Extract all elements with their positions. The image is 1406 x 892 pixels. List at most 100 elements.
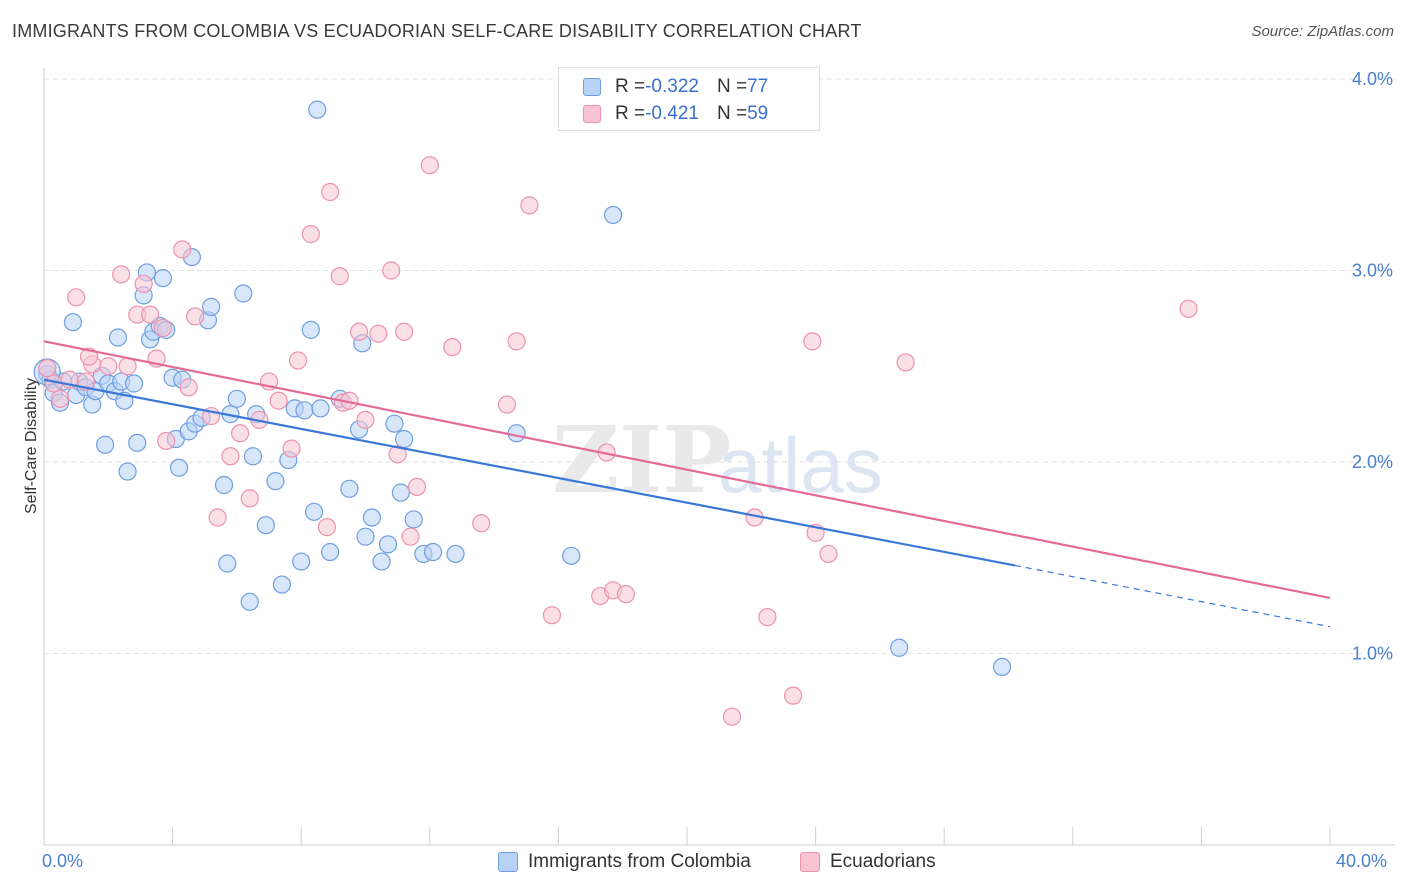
colombia-swatch: [583, 78, 601, 96]
legend-row-ecuadorians: R = -0.421 N = 59: [583, 102, 768, 126]
ecuadorian-point: [520, 196, 539, 215]
colombia-point: [295, 401, 314, 420]
ecuadorian-point: [269, 391, 288, 410]
legend-row-colombia: R = -0.322 N = 77: [583, 75, 768, 99]
grid-lines: [44, 78, 1395, 654]
ecuadorian-point: [443, 338, 462, 357]
ecuadorian-point: [186, 307, 205, 326]
colombia-point: [108, 328, 128, 347]
colombia-point: [256, 516, 275, 535]
colombia-point: [218, 554, 237, 573]
ecuadorian-point: [896, 353, 915, 372]
colombia-point: [385, 414, 404, 433]
ecuadorian-point: [497, 395, 517, 414]
colombia-point: [266, 472, 285, 491]
colombia-point: [227, 389, 246, 408]
x-max-label: 40.0%: [1336, 851, 1388, 871]
n-value: 77: [747, 76, 769, 97]
ecuadorian-point: [388, 445, 407, 464]
legend-item-ecuadorians: Ecuadorians: [800, 851, 936, 873]
ecuadorian-point: [282, 439, 301, 458]
axes: [43, 68, 1395, 846]
ecuadorians-legend-swatch: [800, 852, 820, 872]
y-tick-label: 2.0%: [1352, 452, 1393, 472]
chart-title: IMMIGRANTS FROM COLOMBIA VS ECUADORIAN S…: [12, 21, 862, 41]
ecuadorian-point: [382, 261, 401, 280]
ecuadorian-point: [301, 225, 320, 244]
watermark-atlas: atlas: [718, 421, 883, 509]
correlation-legend: R = -0.322 N = 77 R = -0.421 N = 59: [558, 67, 820, 131]
ecuadorian-point: [317, 518, 337, 537]
colombia-point: [124, 374, 144, 393]
colombia-point: [362, 508, 382, 527]
ecuadorians-swatch: [583, 105, 601, 123]
series-ecuadorians: [38, 156, 1198, 726]
ecuadorian-point: [221, 447, 240, 466]
colombia-point: [301, 320, 320, 339]
ecuadorian-point: [401, 527, 420, 546]
colombia-point: [394, 429, 414, 449]
ecuadorian-point: [1179, 299, 1198, 318]
n-label: N =: [716, 103, 748, 124]
ecuadorian-point: [616, 585, 636, 604]
colombia-point: [153, 269, 173, 288]
colombia-point: [214, 475, 234, 495]
colombia-point: [292, 552, 311, 571]
legend-item-colombia: Immigrants from Colombia: [498, 851, 751, 873]
colombia-point: [992, 657, 1012, 677]
y-tick-label: 4.0%: [1352, 69, 1393, 89]
ecuadorian-point: [783, 686, 803, 705]
ecuadorian-point: [38, 359, 57, 378]
colombia-point: [423, 542, 443, 562]
ecuadorian-point: [758, 608, 777, 627]
ecuadorian-point: [153, 318, 173, 338]
n-value: 59: [747, 103, 769, 124]
ecuadorian-point: [134, 274, 153, 294]
ecuadorian-point: [240, 489, 259, 508]
colombia-point: [169, 458, 189, 477]
ecuadorian-point: [369, 324, 388, 343]
ecuadorian-point: [112, 265, 131, 284]
colombia-point: [304, 502, 324, 521]
trend-line-ecuadorians: [43, 340, 1331, 600]
r-label: R =: [615, 103, 646, 124]
ecuadorian-point: [507, 332, 526, 351]
colombia-point: [240, 592, 259, 611]
colombia-legend-swatch: [498, 852, 518, 872]
ecuadorian-point: [722, 707, 742, 726]
ecuadorian-point: [819, 544, 838, 564]
colombia-point: [404, 510, 423, 529]
y-tick-labels: 1.0% 2.0% 3.0% 4.0%: [1352, 69, 1393, 664]
colombia-point: [340, 479, 359, 498]
colombia-point: [234, 284, 253, 303]
ecuadorian-point: [79, 347, 99, 366]
colombia-point: [603, 205, 623, 225]
colombia-point: [378, 535, 398, 554]
colombia-point: [202, 297, 221, 316]
colombia-point: [308, 100, 327, 119]
ecuadorian-point: [542, 606, 562, 625]
ecuadorian-point: [472, 514, 491, 533]
colombia-point: [321, 542, 340, 562]
colombia-point: [243, 447, 263, 466]
colombia-point: [63, 313, 83, 332]
ecuadorian-point: [356, 410, 375, 429]
ecuadorian-point: [231, 424, 250, 443]
y-tick-label: 1.0%: [1352, 644, 1393, 664]
ecuadorian-point: [140, 305, 160, 324]
ecuadorian-point: [288, 351, 308, 370]
r-value: -0.421: [645, 103, 699, 124]
ecuadorian-point: [99, 357, 118, 376]
trend-lines: [43, 340, 1331, 628]
ecuadorian-point: [394, 322, 414, 341]
colombia-point: [372, 552, 391, 571]
colombia-point: [128, 433, 147, 452]
ecuadorian-point: [420, 156, 439, 175]
legend-label: Immigrants from Colombia: [528, 851, 751, 872]
ecuadorian-point: [321, 182, 340, 202]
ecuadorian-point: [208, 508, 227, 527]
trend-line-colombia: [43, 378, 1016, 567]
ecuadorian-point: [157, 431, 176, 451]
legend-label: Ecuadorians: [830, 851, 936, 872]
